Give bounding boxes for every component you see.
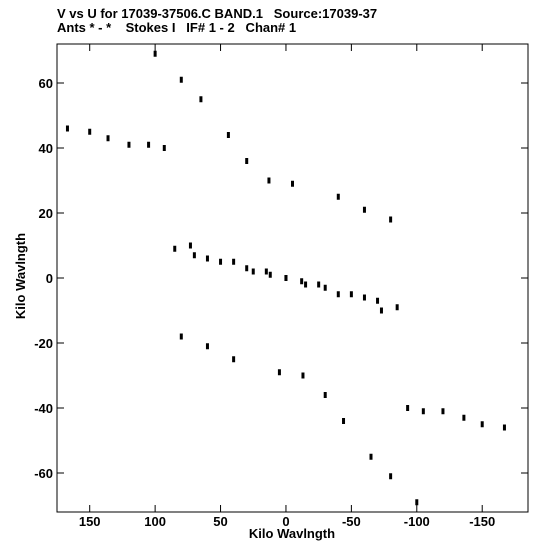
uv-point bbox=[376, 297, 380, 304]
y-tick-label: 0 bbox=[46, 271, 53, 286]
x-tick-label: -50 bbox=[342, 514, 361, 529]
plot-frame bbox=[56, 43, 529, 513]
x-tick-label: 50 bbox=[213, 514, 227, 529]
uv-point bbox=[323, 392, 327, 398]
uv-point bbox=[179, 333, 183, 340]
x-axis-title: Kilo Wavlngth bbox=[249, 526, 335, 541]
uv-point bbox=[480, 421, 484, 428]
uv-point bbox=[301, 372, 305, 379]
uv-point bbox=[462, 414, 466, 421]
uv-point bbox=[219, 258, 223, 265]
uv-point bbox=[232, 356, 236, 363]
tick-labels: 150 100 50 0 -50 -100 -150 60 40 20 0 -20 -40 -60 bbox=[34, 76, 495, 529]
uv-point bbox=[153, 50, 157, 57]
uv-point bbox=[406, 405, 410, 411]
uv-point bbox=[379, 307, 383, 314]
y-tick-label: 40 bbox=[39, 141, 53, 156]
uv-point bbox=[304, 281, 308, 288]
x-tick-label: -150 bbox=[469, 514, 495, 529]
uv-point bbox=[199, 96, 203, 103]
uv-point bbox=[369, 453, 373, 460]
uv-point bbox=[173, 245, 177, 252]
uv-point bbox=[179, 76, 183, 83]
uv-point bbox=[232, 258, 236, 265]
uv-point bbox=[300, 278, 304, 285]
uv-point bbox=[188, 242, 192, 249]
uv-point bbox=[362, 294, 366, 301]
uv-point bbox=[192, 252, 196, 259]
y-tick-label: -60 bbox=[34, 466, 53, 481]
uv-point bbox=[245, 158, 249, 164]
uv-point bbox=[421, 408, 425, 415]
uv-point bbox=[323, 284, 327, 291]
axis-ticks bbox=[57, 44, 528, 512]
uv-point bbox=[245, 265, 249, 272]
x-tick-label: 100 bbox=[144, 514, 166, 529]
x-tick-label: 150 bbox=[79, 514, 101, 529]
y-tick-label: -40 bbox=[34, 401, 53, 416]
uv-point bbox=[336, 291, 340, 298]
uv-point bbox=[88, 128, 92, 135]
uv-point bbox=[362, 206, 366, 213]
uv-point bbox=[336, 193, 340, 200]
uv-point bbox=[147, 141, 151, 148]
uv-point bbox=[395, 304, 399, 311]
uv-point bbox=[106, 135, 110, 142]
y-tick-label: 20 bbox=[39, 206, 53, 221]
uv-point bbox=[284, 275, 288, 281]
uv-point bbox=[268, 271, 272, 278]
y-tick-label: 60 bbox=[39, 76, 53, 91]
uv-point bbox=[226, 132, 230, 138]
uv-point bbox=[389, 473, 393, 480]
plot-title: V vs U for 17039-37506.C BAND.1 Source:1… bbox=[57, 6, 378, 21]
uv-point bbox=[415, 499, 419, 506]
y-tick-label: -20 bbox=[34, 336, 53, 351]
uv-point bbox=[441, 408, 445, 415]
plot-subtitle: Ants * - * Stokes I IF# 1 - 2 Chan# 1 bbox=[57, 20, 297, 35]
uv-point bbox=[277, 369, 281, 376]
uv-point bbox=[264, 268, 268, 275]
uv-point bbox=[267, 177, 271, 184]
uv-point bbox=[65, 125, 69, 132]
uv-point bbox=[205, 255, 209, 262]
uv-point bbox=[342, 418, 346, 424]
x-tick-label: -100 bbox=[404, 514, 430, 529]
uv-point bbox=[349, 291, 353, 298]
uv-point bbox=[162, 145, 166, 151]
x-tick-label: 0 bbox=[282, 514, 289, 529]
uv-point bbox=[502, 424, 506, 431]
uv-point bbox=[291, 180, 294, 187]
uv-point bbox=[317, 281, 321, 288]
uv-point bbox=[251, 268, 255, 275]
uv-point bbox=[389, 216, 393, 223]
y-axis-title: Kilo Wavlngth bbox=[13, 233, 28, 319]
uv-point bbox=[127, 141, 131, 148]
data-points bbox=[65, 50, 506, 506]
uv-point bbox=[205, 343, 209, 350]
